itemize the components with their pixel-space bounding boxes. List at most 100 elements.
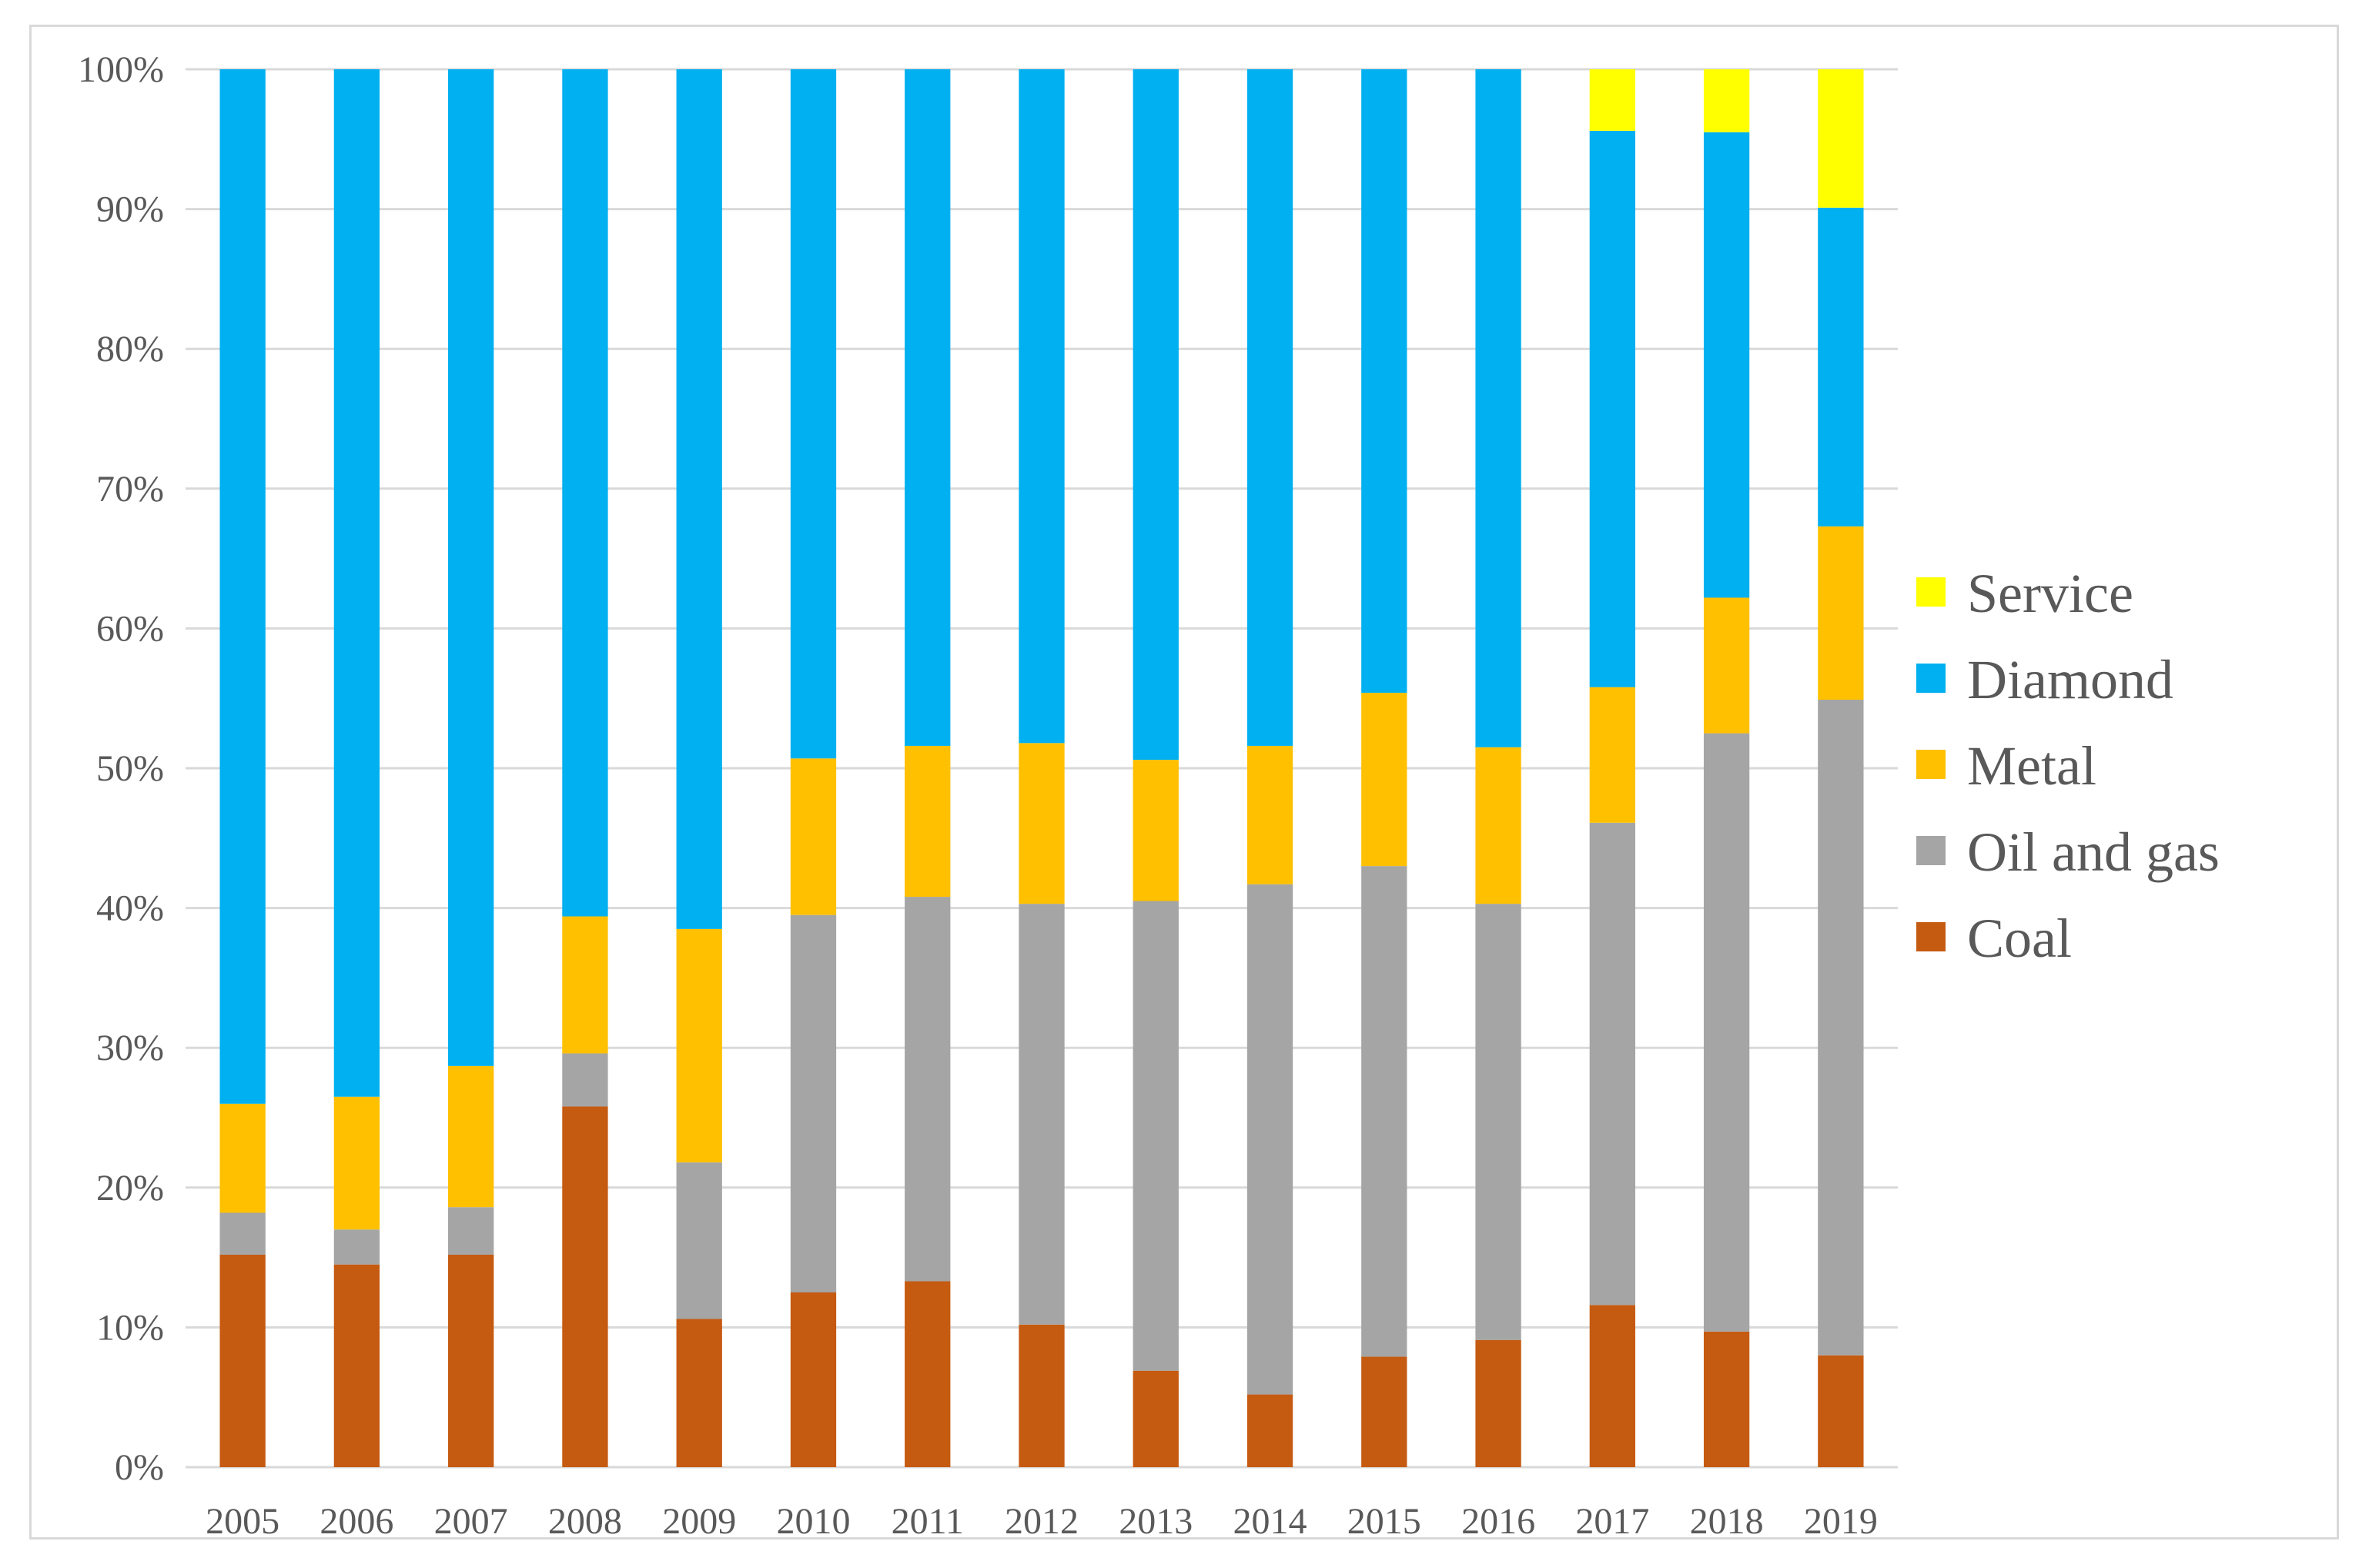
chart-frame: 0% 10% 20% 30% 40% 50% 60% 70% 80% 90% 100% 2005 20… xyxy=(29,25,2339,1542)
bar-segment xyxy=(676,928,722,1163)
bar-segment xyxy=(1361,69,1407,693)
bar-segment xyxy=(1361,866,1407,1357)
bar-segment xyxy=(448,69,494,1066)
x-tick-label: 2010 xyxy=(776,1501,850,1542)
y-tick-label: 30% xyxy=(96,1028,164,1068)
bar-segment xyxy=(676,1162,722,1319)
bar-segment xyxy=(1475,904,1521,1340)
bar-segment xyxy=(1818,1355,1864,1467)
bars xyxy=(219,69,1864,1467)
bar-segment xyxy=(333,1096,380,1230)
x-tick-label: 2017 xyxy=(1575,1501,1649,1542)
bar-segment xyxy=(1703,1331,1750,1467)
x-axis-tick-labels: 2005 2006 2007 2008 2009 2010 2011 2012 2013 2014… xyxy=(206,1501,1878,1542)
bar-segment xyxy=(1019,1324,1065,1467)
bar-segment xyxy=(676,1319,722,1467)
bar-segment xyxy=(1246,745,1293,884)
bar-segment xyxy=(1019,743,1065,904)
bar-segment xyxy=(1818,207,1864,527)
y-tick-label: 80% xyxy=(96,329,164,369)
bar-segment xyxy=(1133,1370,1179,1467)
bar-segment xyxy=(1246,884,1293,1395)
x-tick-label: 2011 xyxy=(892,1501,964,1542)
bar-segment xyxy=(1589,69,1635,131)
bar-segment xyxy=(905,69,951,746)
x-tick-label: 2015 xyxy=(1347,1501,1421,1542)
bar-segment xyxy=(333,1229,380,1265)
legend-label: Service xyxy=(1967,563,2133,624)
x-tick-label: 2007 xyxy=(434,1501,508,1542)
y-tick-label: 40% xyxy=(96,888,164,929)
bar-segment xyxy=(1589,687,1635,823)
bar-segment xyxy=(1133,69,1179,761)
bar-segment xyxy=(790,914,837,1292)
bar-segment xyxy=(562,69,608,917)
bar-segment xyxy=(1246,69,1293,746)
bar-segment xyxy=(1019,69,1065,744)
y-tick-label: 50% xyxy=(96,748,164,789)
bar-segment xyxy=(1703,597,1750,734)
bar-segment xyxy=(562,916,608,1054)
bar-segment xyxy=(1818,700,1864,1356)
bar-segment xyxy=(333,69,380,1097)
x-tick-label: 2005 xyxy=(206,1501,279,1542)
y-tick-label: 10% xyxy=(96,1307,164,1348)
legend-swatch xyxy=(1916,577,1946,607)
bar-segment xyxy=(905,897,951,1282)
bar-segment xyxy=(790,69,837,759)
y-tick-label: 20% xyxy=(96,1168,164,1209)
y-axis-tick-labels: 0% 10% 20% 30% 40% 50% 60% 70% 80% 90% 100% xyxy=(78,49,164,1488)
bar-segment xyxy=(219,1254,266,1467)
bar-segment xyxy=(448,1254,494,1467)
bar-segment xyxy=(1818,69,1864,208)
bar-segment xyxy=(562,1053,608,1107)
x-tick-label: 2013 xyxy=(1119,1501,1193,1542)
x-tick-label: 2014 xyxy=(1233,1501,1307,1542)
bar-segment xyxy=(1703,69,1750,132)
stacked-bar-chart: 0%10%20%30%40%50%60%70%80%90%100% 2005 20… xyxy=(78,49,2220,1542)
legend-label: Oil and gas xyxy=(1967,821,2220,883)
legend: Service Diamond Metal Oil and gas Coal xyxy=(1916,563,2220,969)
bar-segment xyxy=(790,758,837,915)
legend-label: Metal xyxy=(1967,735,2096,797)
x-tick-label: 2009 xyxy=(662,1501,736,1542)
bar-segment xyxy=(1703,733,1750,1332)
y-tick-label: 0% xyxy=(115,1447,164,1488)
x-tick-label: 2012 xyxy=(1005,1501,1079,1542)
bar-segment xyxy=(333,1264,380,1467)
bar-segment xyxy=(1475,747,1521,904)
bar-segment xyxy=(1589,1305,1635,1467)
bar-segment xyxy=(1019,904,1065,1325)
legend-swatch xyxy=(1916,750,1946,779)
x-tick-label: 2018 xyxy=(1690,1501,1764,1542)
x-tick-label: 2006 xyxy=(320,1501,393,1542)
bar-segment xyxy=(905,745,951,898)
bar-segment xyxy=(1475,69,1521,747)
bar-segment xyxy=(562,1106,608,1467)
x-tick-label: 2008 xyxy=(548,1501,622,1542)
bar-segment xyxy=(1361,692,1407,867)
bar-segment xyxy=(1703,132,1750,598)
bar-segment xyxy=(219,1103,266,1213)
bar-segment xyxy=(1133,760,1179,901)
bar-segment xyxy=(1475,1339,1521,1467)
y-tick-label: 70% xyxy=(96,469,164,510)
bar-segment xyxy=(1818,526,1864,700)
bar-segment xyxy=(219,1212,266,1255)
bar-segment xyxy=(1361,1356,1407,1467)
legend-swatch xyxy=(1916,664,1946,693)
bar-segment xyxy=(1133,901,1179,1371)
bar-segment xyxy=(1589,822,1635,1306)
bar-segment xyxy=(448,1207,494,1255)
legend-swatch xyxy=(1916,836,1946,865)
bar-segment xyxy=(790,1292,837,1467)
bar-segment xyxy=(219,69,266,1104)
y-tick-label: 100% xyxy=(78,49,164,90)
y-tick-label: 90% xyxy=(96,189,164,230)
y-tick-label: 60% xyxy=(96,608,164,649)
legend-swatch xyxy=(1916,922,1946,951)
bar-segment xyxy=(676,69,722,929)
legend-label: Diamond xyxy=(1967,649,2173,710)
x-tick-label: 2019 xyxy=(1804,1501,1878,1542)
bar-segment xyxy=(1589,130,1635,687)
